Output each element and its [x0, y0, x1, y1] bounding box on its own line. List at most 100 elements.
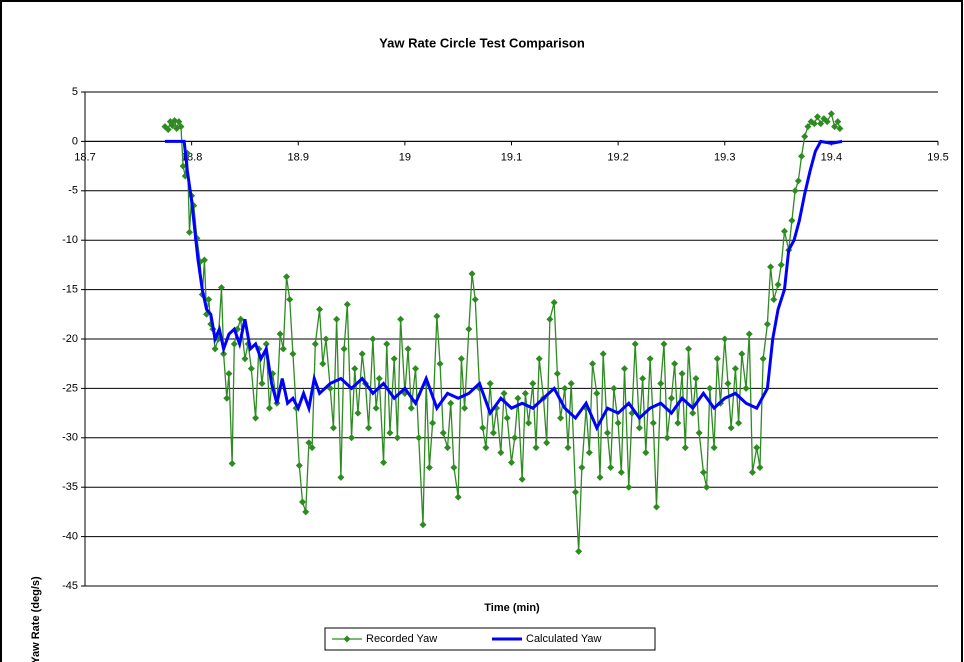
data-point: [724, 379, 732, 387]
data-point: [185, 228, 193, 236]
data-point: [262, 340, 270, 348]
data-point: [503, 414, 511, 422]
data-point: [514, 394, 522, 402]
data-point: [684, 345, 692, 353]
y-tick-label: -30: [62, 432, 78, 444]
data-point: [788, 216, 796, 224]
data-point: [200, 256, 208, 264]
data-point: [276, 330, 284, 338]
data-point: [831, 123, 839, 131]
data-point: [735, 419, 743, 427]
data-point: [667, 394, 675, 402]
y-tick-label: -40: [62, 531, 78, 543]
data-point: [225, 370, 233, 378]
data-point: [561, 384, 569, 392]
data-point: [354, 409, 362, 417]
data-point: [407, 404, 415, 412]
data-point: [535, 355, 543, 363]
data-point: [412, 365, 420, 373]
data-point: [489, 429, 497, 437]
data-point: [521, 389, 529, 397]
data-point: [365, 424, 373, 432]
data-point: [433, 312, 441, 320]
data-point: [237, 315, 245, 323]
data-point: [585, 449, 593, 457]
data-point: [567, 379, 575, 387]
data-point: [465, 325, 473, 333]
data-point: [369, 335, 377, 343]
data-point: [774, 281, 782, 289]
data-point: [217, 284, 225, 292]
data-point: [461, 404, 469, 412]
data-point: [635, 424, 643, 432]
data-point: [444, 444, 452, 452]
data-point: [168, 122, 176, 130]
data-point: [671, 360, 679, 368]
data-point: [695, 429, 703, 437]
data-point: [299, 498, 307, 506]
data-point: [311, 340, 319, 348]
data-point: [703, 483, 711, 491]
data-point: [479, 424, 487, 432]
data-point: [175, 118, 183, 126]
data-point: [625, 483, 633, 491]
data-point: [653, 503, 661, 511]
data-point: [699, 468, 707, 476]
data-point: [571, 488, 579, 496]
data-point: [419, 521, 427, 529]
y-tick-label: -5: [68, 185, 78, 197]
x-tick-label: 19.1: [501, 151, 522, 163]
series-line: [164, 139, 843, 432]
data-point: [759, 355, 767, 363]
data-point: [794, 177, 802, 185]
y-tick-label: 0: [72, 135, 78, 147]
data-point: [801, 132, 809, 140]
legend-label: Calculated Yaw: [526, 633, 601, 645]
x-tick-label: 18.7: [74, 151, 95, 163]
chart-title: Yaw Rate Circle Test Comparison: [379, 35, 585, 50]
data-point: [593, 389, 601, 397]
data-point: [836, 125, 844, 133]
data-point: [681, 444, 689, 452]
data-point: [283, 273, 291, 281]
data-point: [393, 434, 401, 442]
data-point: [308, 444, 316, 452]
data-point: [508, 459, 515, 466]
data-point: [780, 227, 788, 235]
data-point: [575, 547, 583, 555]
legend-marker: [343, 635, 351, 643]
data-point: [814, 113, 822, 121]
data-point: [657, 379, 665, 387]
data-point: [607, 463, 615, 471]
data-point: [439, 429, 447, 437]
data-point: [610, 384, 618, 392]
data-point: [589, 360, 597, 368]
data-point: [319, 360, 327, 368]
data-point: [529, 379, 537, 387]
data-point: [177, 123, 185, 131]
data-point: [404, 345, 412, 353]
data-point: [500, 389, 508, 397]
y-tick-label: -20: [62, 333, 78, 345]
data-point: [436, 360, 444, 368]
data-point: [663, 434, 671, 442]
data-point: [756, 463, 764, 471]
y-axis-title: Yaw Rate (deg/s): [30, 576, 42, 662]
data-point: [738, 350, 746, 358]
x-axis-title: Time (min): [484, 602, 540, 614]
data-point: [748, 468, 756, 476]
data-point: [289, 350, 297, 358]
data-point: [631, 340, 639, 348]
data-point: [351, 365, 359, 373]
y-tick-label: -35: [62, 481, 78, 493]
y-tick-label: -10: [62, 234, 78, 246]
data-point: [621, 365, 629, 373]
data-point: [450, 463, 458, 471]
data-point: [230, 340, 238, 348]
data-point: [550, 298, 558, 306]
data-point: [642, 449, 650, 457]
data-point: [518, 475, 526, 483]
data-point: [447, 399, 455, 407]
data-point: [543, 439, 551, 447]
